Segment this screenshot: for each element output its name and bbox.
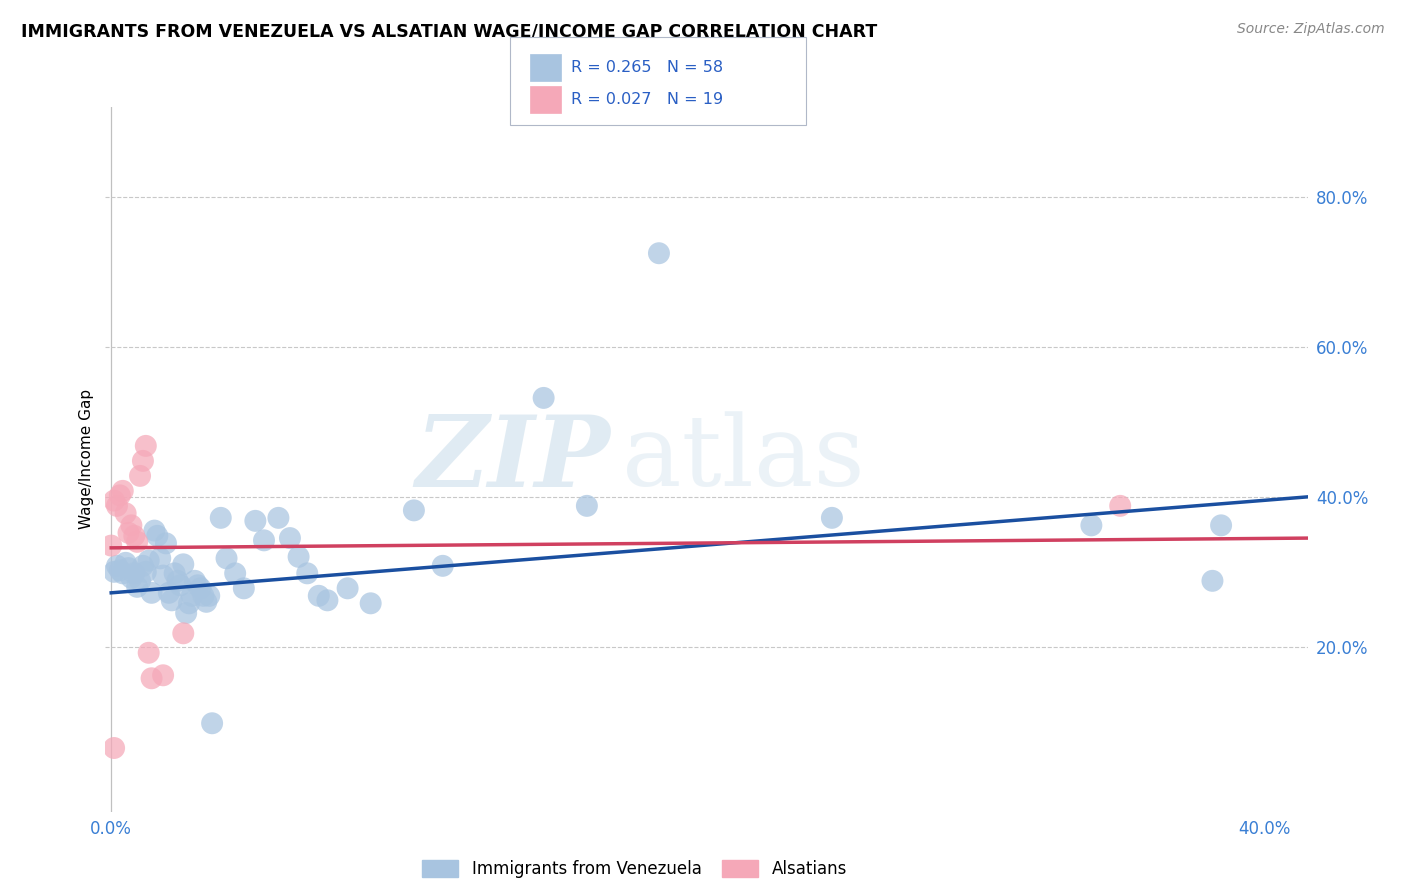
- Point: [190, 582, 212, 596]
- Point: [402, 503, 425, 517]
- Y-axis label: Wage/Income Gap: Wage/Income Gap: [79, 389, 94, 530]
- Point: [120, 571, 142, 585]
- Point: [215, 551, 238, 566]
- Text: ZIP: ZIP: [415, 411, 610, 508]
- Point: [127, 580, 149, 594]
- Point: [138, 553, 160, 567]
- Legend: Immigrants from Venezuela, Alsatians: Immigrants from Venezuela, Alsatians: [415, 853, 853, 885]
- Point: [157, 586, 180, 600]
- Point: [172, 626, 194, 640]
- Text: R = 0.265   N = 58: R = 0.265 N = 58: [571, 60, 723, 75]
- Point: [117, 561, 139, 575]
- Point: [120, 518, 142, 533]
- Point: [127, 534, 149, 549]
- Point: [103, 493, 125, 508]
- Point: [195, 595, 218, 609]
- Point: [172, 558, 194, 572]
- Point: [117, 525, 139, 540]
- Point: [245, 514, 267, 528]
- Point: [193, 589, 215, 603]
- Point: [160, 593, 183, 607]
- Point: [648, 246, 671, 260]
- Point: [111, 483, 134, 498]
- Point: [821, 511, 844, 525]
- Point: [187, 578, 209, 592]
- Point: [103, 741, 125, 756]
- Text: atlas: atlas: [623, 411, 865, 508]
- Point: [155, 536, 177, 550]
- Point: [169, 578, 191, 592]
- Point: [149, 551, 172, 566]
- Point: [152, 568, 174, 582]
- Point: [1201, 574, 1223, 588]
- Point: [1109, 499, 1132, 513]
- Point: [177, 596, 200, 610]
- Point: [105, 499, 128, 513]
- Point: [152, 668, 174, 682]
- Point: [124, 566, 146, 581]
- Point: [146, 529, 169, 543]
- Point: [141, 586, 163, 600]
- Point: [1209, 518, 1232, 533]
- Point: [533, 391, 555, 405]
- Point: [316, 593, 339, 607]
- Point: [103, 565, 125, 579]
- Point: [232, 582, 254, 596]
- Point: [124, 529, 146, 543]
- Point: [181, 589, 204, 603]
- Point: [105, 558, 128, 573]
- Point: [278, 531, 301, 545]
- Point: [132, 558, 155, 573]
- Point: [224, 566, 246, 581]
- Point: [135, 565, 157, 579]
- Point: [1080, 518, 1102, 533]
- Point: [201, 716, 224, 731]
- Text: R = 0.027   N = 19: R = 0.027 N = 19: [571, 92, 723, 107]
- Point: [108, 488, 131, 502]
- Point: [114, 507, 136, 521]
- Point: [129, 574, 152, 588]
- Point: [432, 558, 454, 573]
- Point: [129, 468, 152, 483]
- Point: [108, 563, 131, 577]
- Point: [166, 574, 188, 588]
- Point: [111, 566, 134, 581]
- Text: Source: ZipAtlas.com: Source: ZipAtlas.com: [1237, 22, 1385, 37]
- Point: [163, 566, 186, 581]
- Point: [287, 549, 309, 564]
- Point: [114, 556, 136, 570]
- Point: [132, 454, 155, 468]
- Point: [135, 439, 157, 453]
- Point: [267, 511, 290, 525]
- Point: [138, 646, 160, 660]
- Text: IMMIGRANTS FROM VENEZUELA VS ALSATIAN WAGE/INCOME GAP CORRELATION CHART: IMMIGRANTS FROM VENEZUELA VS ALSATIAN WA…: [21, 22, 877, 40]
- Point: [184, 574, 207, 588]
- Point: [141, 671, 163, 685]
- Point: [100, 539, 122, 553]
- Point: [308, 589, 330, 603]
- Point: [360, 596, 382, 610]
- Point: [198, 589, 221, 603]
- Point: [143, 524, 166, 538]
- Point: [297, 566, 319, 581]
- Point: [209, 511, 232, 525]
- Point: [253, 533, 276, 548]
- Point: [174, 606, 197, 620]
- Point: [575, 499, 598, 513]
- Point: [336, 582, 359, 596]
